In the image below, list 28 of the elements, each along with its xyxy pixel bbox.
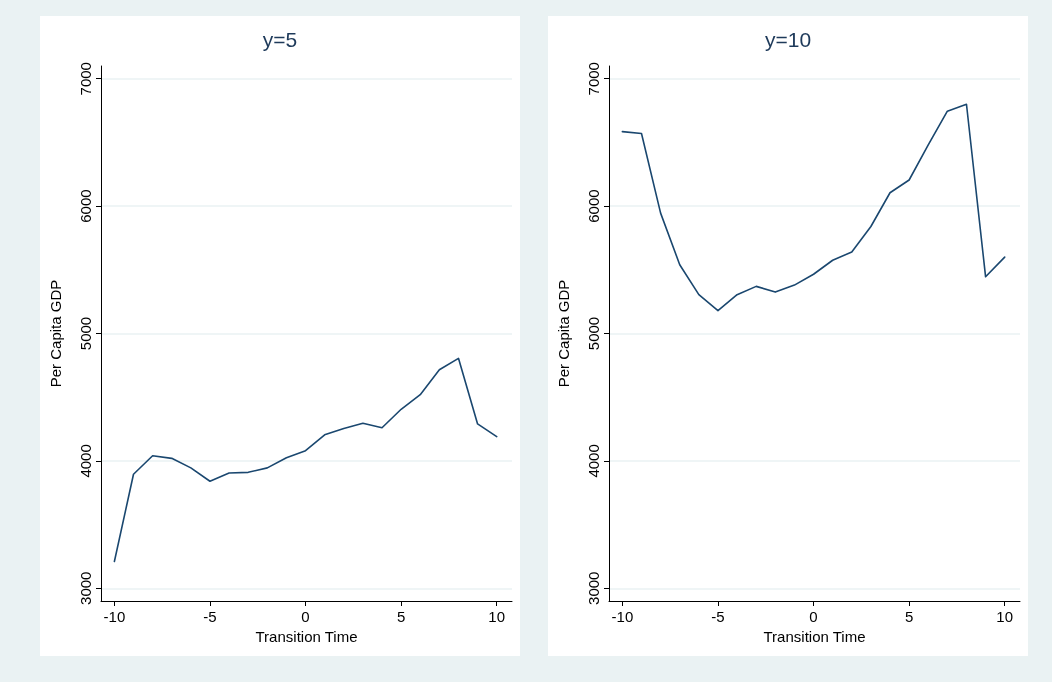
y-axis-title: Per Capita GDP bbox=[555, 279, 572, 388]
y-tick-label: 4000 bbox=[77, 444, 94, 478]
x-axis-title: Transition Time bbox=[255, 627, 358, 645]
y-tick-label: 3000 bbox=[585, 571, 602, 605]
x-tick-label: -10 bbox=[103, 608, 126, 625]
y-tick-label: 4000 bbox=[585, 444, 602, 478]
line-series bbox=[621, 103, 1006, 312]
y-axis-title: Per Capita GDP bbox=[47, 279, 64, 388]
y-tick-label: 7000 bbox=[585, 62, 602, 96]
x-tick-label: 5 bbox=[904, 608, 914, 625]
x-axis-title: Transition Time bbox=[763, 627, 866, 645]
y-tick-label: 5000 bbox=[77, 316, 94, 351]
x-tick-label: -10 bbox=[611, 608, 634, 625]
chart-title: y=5 bbox=[262, 28, 298, 51]
y-tick-label: 6000 bbox=[77, 189, 94, 223]
x-tick-label: 5 bbox=[396, 608, 406, 625]
x-tick-label: 0 bbox=[809, 608, 818, 625]
x-tick-label: 0 bbox=[301, 608, 310, 625]
x-tick-label: -5 bbox=[711, 608, 725, 625]
chart-title: y=10 bbox=[764, 28, 812, 51]
x-tick-label: 10 bbox=[996, 608, 1014, 625]
line-series bbox=[113, 357, 498, 563]
y-tick-label: 5000 bbox=[585, 316, 602, 351]
x-tick-label: 10 bbox=[488, 608, 506, 625]
y-tick-label: 3000 bbox=[77, 571, 94, 605]
x-tick-label: -5 bbox=[203, 608, 217, 625]
y-tick-label: 6000 bbox=[585, 189, 602, 223]
y-tick-label: 7000 bbox=[77, 62, 94, 96]
